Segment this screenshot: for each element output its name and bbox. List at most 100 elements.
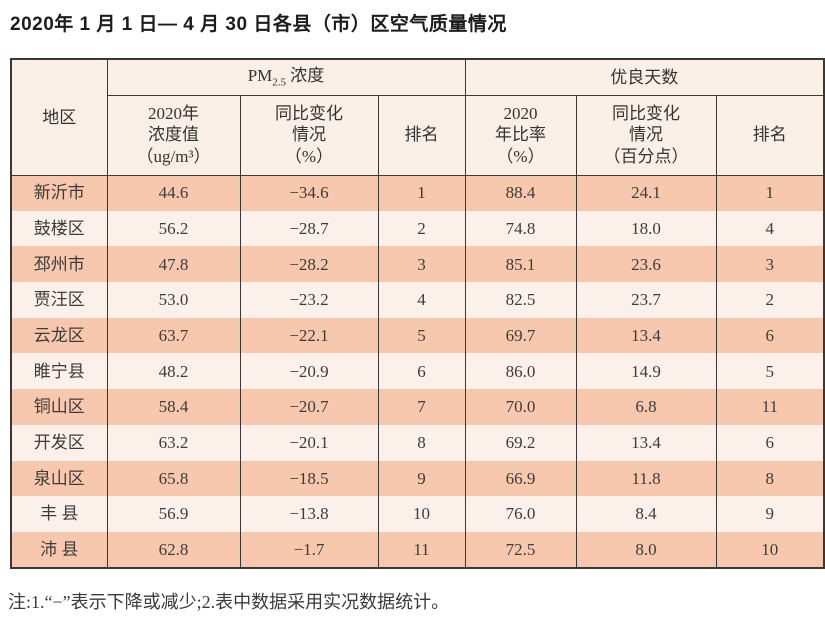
cell-good-change: 24.1 — [575, 175, 717, 211]
cell-region: 铜山区 — [10, 389, 108, 425]
table-row: 丰 县 56.9 −13.8 10 76.0 8.4 9 — [10, 496, 825, 532]
cell-good-ratio: 72.5 — [464, 531, 577, 568]
cell-pm25-rank: 10 — [377, 496, 466, 532]
cell-good-rank: 6 — [715, 424, 825, 461]
cell-good-rank: 10 — [715, 531, 825, 568]
cell-good-ratio: 74.8 — [464, 210, 577, 247]
col-header-conc: 2020年 浓度值 （ug/m³） — [106, 95, 241, 176]
cell-pm25-rank: 4 — [377, 282, 466, 318]
cell-pm25-rank: 1 — [377, 175, 466, 211]
table-row: 睢宁县 48.2 −20.9 6 86.0 14.9 5 — [10, 353, 825, 390]
col-header-pm25: PM2.5 浓度 — [106, 59, 466, 96]
cell-pm25-change: −20.9 — [239, 353, 379, 390]
cell-pm25-change: −28.7 — [239, 210, 379, 247]
cell-good-ratio: 69.2 — [464, 424, 577, 461]
air-quality-table: 地区 PM2.5 浓度 优良天数 2020年 浓度值 （ug/m³） 同比变化 … — [10, 58, 825, 569]
table-header: 地区 PM2.5 浓度 优良天数 2020年 浓度值 （ug/m³） 同比变化 … — [10, 59, 825, 176]
cell-pm25-conc: 44.6 — [106, 175, 241, 211]
cell-good-rank: 9 — [715, 496, 825, 532]
cell-region: 沛 县 — [10, 531, 108, 568]
col-header-good-rank: 排名 — [715, 95, 825, 176]
cell-pm25-conc: 63.2 — [106, 424, 241, 461]
cell-good-change: 23.7 — [575, 282, 717, 318]
cell-pm25-conc: 58.4 — [106, 389, 241, 425]
cell-region: 开发区 — [10, 424, 108, 461]
cell-pm25-change: −20.1 — [239, 424, 379, 461]
cell-good-rank: 2 — [715, 282, 825, 318]
cell-pm25-conc: 65.8 — [106, 460, 241, 497]
cell-good-change: 6.8 — [575, 389, 717, 425]
cell-good-change: 23.6 — [575, 246, 717, 283]
cell-region: 贾汪区 — [10, 282, 108, 318]
cell-pm25-change: −20.7 — [239, 389, 379, 425]
table-row: 新沂市 44.6 −34.6 1 88.4 24.1 1 — [10, 175, 825, 211]
cell-pm25-change: −1.7 — [239, 531, 379, 568]
cell-good-ratio: 85.1 — [464, 246, 577, 283]
page-title: 2020年 1 月 1 日— 4 月 30 日各县（市）区空气质量情况 — [10, 14, 507, 35]
cell-region: 云龙区 — [10, 317, 108, 354]
cell-good-rank: 6 — [715, 317, 825, 354]
col-header-ratio: 2020 年比率 （%） — [464, 95, 577, 176]
cell-region: 鼓楼区 — [10, 210, 108, 247]
table-row: 贾汪区 53.0 −23.2 4 82.5 23.7 2 — [10, 282, 825, 318]
cell-good-rank: 4 — [715, 210, 825, 247]
cell-pm25-rank: 8 — [377, 424, 466, 461]
table-row: 邳州市 47.8 −28.2 3 85.1 23.6 3 — [10, 246, 825, 283]
cell-good-ratio: 86.0 — [464, 353, 577, 390]
cell-region: 新沂市 — [10, 175, 108, 211]
cell-good-ratio: 82.5 — [464, 282, 577, 318]
cell-good-rank: 11 — [715, 389, 825, 425]
table-row: 沛 县 62.8 −1.7 11 72.5 8.0 10 — [10, 531, 825, 568]
cell-pm25-change: −18.5 — [239, 460, 379, 497]
cell-good-change: 14.9 — [575, 353, 717, 390]
col-header-pm25-rank: 排名 — [377, 95, 466, 176]
cell-pm25-rank: 9 — [377, 460, 466, 497]
cell-pm25-change: −28.2 — [239, 246, 379, 283]
cell-pm25-rank: 2 — [377, 210, 466, 247]
cell-pm25-conc: 56.9 — [106, 496, 241, 532]
cell-pm25-conc: 62.8 — [106, 531, 241, 568]
cell-good-rank: 1 — [715, 175, 825, 211]
cell-pm25-conc: 56.2 — [106, 210, 241, 247]
table-row: 开发区 63.2 −20.1 8 69.2 13.4 6 — [10, 424, 825, 461]
cell-good-ratio: 88.4 — [464, 175, 577, 211]
cell-pm25-conc: 48.2 — [106, 353, 241, 390]
cell-good-ratio: 70.0 — [464, 389, 577, 425]
cell-region: 邳州市 — [10, 246, 108, 283]
cell-pm25-rank: 7 — [377, 389, 466, 425]
table-row: 鼓楼区 56.2 −28.7 2 74.8 18.0 4 — [10, 210, 825, 247]
header-group-row: 地区 PM2.5 浓度 优良天数 — [10, 59, 825, 176]
cell-good-ratio: 66.9 — [464, 460, 577, 497]
col-header-region: 地区 — [10, 59, 108, 176]
cell-pm25-change: −23.2 — [239, 282, 379, 318]
col-header-ratio-change: 同比变化 情况 （百分点） — [575, 95, 717, 176]
cell-good-rank: 5 — [715, 353, 825, 390]
cell-good-ratio: 76.0 — [464, 496, 577, 532]
cell-pm25-change: −22.1 — [239, 317, 379, 354]
footnote: 注:1.“−”表示下降或减少;2.表中数据采用实况数据统计。 — [8, 592, 450, 612]
cell-good-change: 11.8 — [575, 460, 717, 497]
cell-pm25-conc: 53.0 — [106, 282, 241, 318]
pm25-subscript: 2.5 — [272, 76, 287, 89]
cell-good-change: 13.4 — [575, 424, 717, 461]
cell-region: 睢宁县 — [10, 353, 108, 390]
pm25-label-rest: 浓度 — [286, 65, 325, 85]
cell-good-ratio: 69.7 — [464, 317, 577, 354]
cell-region: 泉山区 — [10, 460, 108, 497]
cell-pm25-change: −34.6 — [239, 175, 379, 211]
cell-pm25-rank: 5 — [377, 317, 466, 354]
cell-good-change: 13.4 — [575, 317, 717, 354]
cell-pm25-rank: 6 — [377, 353, 466, 390]
cell-good-rank: 3 — [715, 246, 825, 283]
cell-region: 丰 县 — [10, 496, 108, 532]
cell-good-change: 18.0 — [575, 210, 717, 247]
cell-pm25-change: −13.8 — [239, 496, 379, 532]
col-header-conc-change: 同比变化 情况 （%） — [239, 95, 379, 176]
cell-good-change: 8.0 — [575, 531, 717, 568]
table-body: 新沂市 44.6 −34.6 1 88.4 24.1 1 鼓楼区 56.2 −2… — [10, 175, 825, 568]
cell-good-rank: 8 — [715, 460, 825, 497]
table-row: 云龙区 63.7 −22.1 5 69.7 13.4 6 — [10, 317, 825, 354]
cell-good-change: 8.4 — [575, 496, 717, 532]
cell-pm25-conc: 47.8 — [106, 246, 241, 283]
